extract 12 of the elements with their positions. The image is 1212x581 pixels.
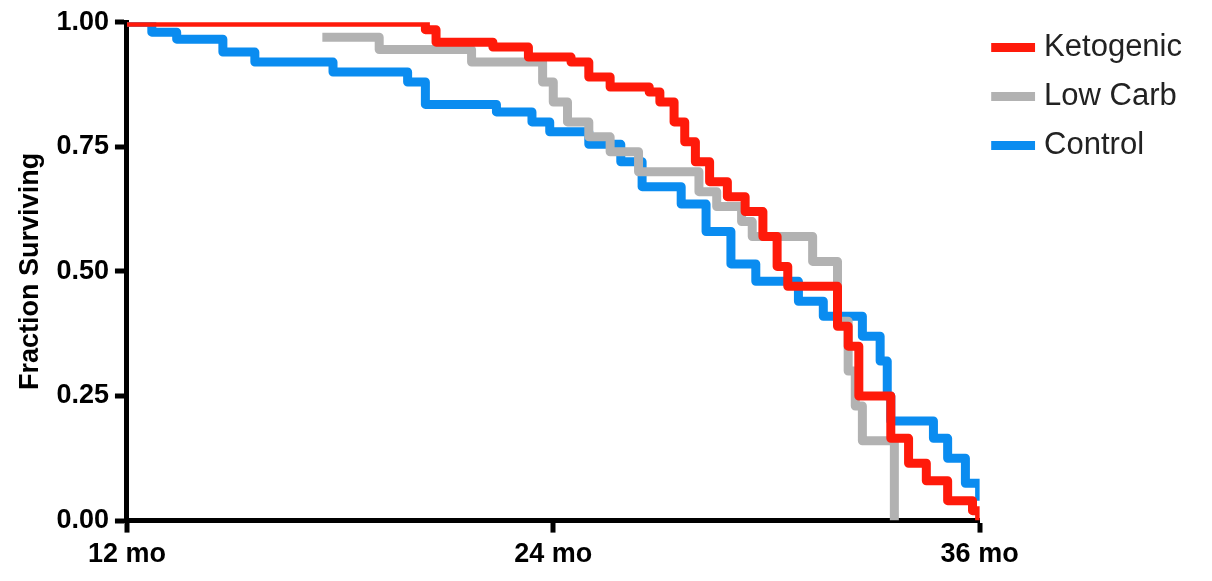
y-tick-label: 0.75 (56, 130, 109, 161)
y-tick-label: 1.00 (56, 5, 109, 36)
x-tick-label: 12 mo (87, 538, 166, 569)
y-tick-label: 0.00 (56, 504, 109, 535)
legend-label: Low Carb (1044, 77, 1177, 113)
legend-label: Control (1044, 126, 1145, 162)
y-axis-title: Fraction Surviving (13, 152, 44, 390)
y-tick-label: 0.50 (56, 254, 109, 285)
x-tick-label: 24 mo (514, 538, 593, 569)
legend-label: Ketogenic (1044, 28, 1183, 64)
x-tick-label: 36 mo (940, 538, 1019, 569)
y-tick-label: 0.25 (56, 379, 109, 410)
